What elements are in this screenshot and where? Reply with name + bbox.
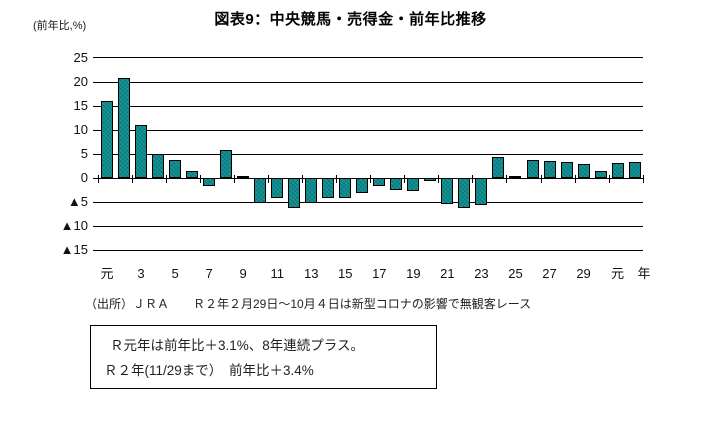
x-axis-label: 元 <box>100 266 114 281</box>
source-note: （出所）ＪＲＡ Ｒ２年２月29日～10月４日は新型コロナの影響で無観客レース <box>85 297 532 311</box>
x-axis-label: 17 <box>372 266 387 281</box>
x-axis-tick <box>132 174 134 183</box>
chart-bar-H29 <box>577 164 590 179</box>
x-axis-label: 13 <box>304 266 319 281</box>
chart-bar-H22 <box>458 178 471 208</box>
x-axis-label: 27 <box>542 266 557 281</box>
x-axis-tick <box>166 174 168 183</box>
x-axis-tick <box>404 174 406 183</box>
gridline-15 <box>93 105 643 107</box>
chart-bar-H27 <box>543 160 556 179</box>
chart-bar-H7 <box>203 178 216 187</box>
chart-bar-H6 <box>186 170 199 179</box>
chart-bar-H9 <box>237 176 250 179</box>
x-axis-label: 25 <box>508 266 523 281</box>
gridline-25 <box>93 57 643 59</box>
chart-bar-H28 <box>560 161 573 179</box>
x-axis-label: 11 <box>270 266 284 281</box>
annotation-box: Ｒ元年は前年比＋3.1%、8年連続プラス。 Ｒ２年(11/29まで） 前年比＋3… <box>90 325 437 389</box>
x-axis-tick <box>302 174 304 183</box>
y-axis-label: 10 <box>73 122 88 138</box>
gridline-5 <box>93 153 643 155</box>
chart-bar-H24 <box>492 156 505 179</box>
chart-bar-H3 <box>135 125 148 179</box>
x-axis-label: 21 <box>440 266 455 281</box>
x-axis-tick <box>608 174 610 183</box>
chart-title: 図表9：中央競馬・売得金・前年比推移 <box>214 11 487 28</box>
chart-bar-H11 <box>271 178 284 198</box>
x-axis-label: 19 <box>406 266 421 281</box>
chart-bar-H23 <box>475 178 488 205</box>
gridline-▲5 <box>93 201 643 203</box>
chart-bar-H30 <box>594 170 607 179</box>
x-axis-label: 3 <box>137 266 145 281</box>
annotation-line-2: Ｒ２年(11/29まで） 前年比＋3.4% <box>104 363 314 378</box>
x-axis-label: 15 <box>338 266 353 281</box>
y-axis-unit-label: (前年比,%) <box>33 20 87 32</box>
chart-bar-H13 <box>305 178 318 204</box>
chart-bar-H12 <box>288 178 301 209</box>
x-axis-tick <box>506 174 508 183</box>
y-axis-label: 5 <box>80 146 88 162</box>
y-axis-label: 20 <box>73 74 88 90</box>
annotation-line-1: Ｒ元年は前年比＋3.1%、8年連続プラス。 <box>110 338 365 353</box>
chart-bar-H15 <box>339 178 352 198</box>
chart-bar-H14 <box>322 178 335 198</box>
x-axis-label: 7 <box>205 266 213 281</box>
x-axis-label: 23 <box>474 266 489 281</box>
chart-bar-H17 <box>373 178 386 186</box>
y-axis-label: ▲5 <box>67 194 88 210</box>
chart-bar-H20 <box>424 178 437 182</box>
chart-bar-H8 <box>220 149 233 179</box>
gridline-20 <box>93 81 643 83</box>
chart-bar-R2 <box>628 161 641 179</box>
x-axis-tick <box>472 174 474 183</box>
x-axis-label: 29 <box>576 266 591 281</box>
chart-bar-H元 <box>101 101 113 179</box>
x-axis-suffix-label: 年 <box>637 266 651 281</box>
x-axis-tick <box>574 174 576 183</box>
chart-bar-H18 <box>390 178 403 190</box>
chart-bar-H26 <box>526 160 539 179</box>
x-axis-tick <box>234 174 236 183</box>
x-axis-tick <box>336 174 338 183</box>
chart-bar-H16 <box>356 178 369 193</box>
y-axis-label: ▲10 <box>60 218 88 234</box>
x-axis-tick <box>200 174 202 183</box>
chart-bar-H4 <box>152 154 165 179</box>
chart-bar-H5 <box>169 159 182 179</box>
x-axis-tick <box>438 174 440 183</box>
x-axis-tick <box>540 174 542 183</box>
x-axis-label: 5 <box>171 266 179 281</box>
chart-bar-H10 <box>254 178 267 203</box>
gridline-▲15 <box>93 249 643 251</box>
chart-bar-H21 <box>441 178 454 205</box>
chart-bar-R元 <box>611 163 624 179</box>
y-axis-label: 25 <box>73 49 88 65</box>
x-axis-label: 元 <box>611 266 625 281</box>
gridline-▲10 <box>93 225 643 227</box>
chart-bar-H19 <box>407 178 420 192</box>
x-axis-tick <box>268 174 270 183</box>
x-axis-tick <box>98 174 99 183</box>
x-axis-tick <box>642 174 644 183</box>
y-axis-label: 15 <box>73 98 88 114</box>
x-axis-tick <box>370 174 372 183</box>
gridline-10 <box>93 129 643 131</box>
y-axis-label: 0 <box>80 170 88 186</box>
x-axis-label: 9 <box>239 266 247 281</box>
chart-bar-H25 <box>509 176 522 179</box>
chart-bar-H2 <box>118 78 131 179</box>
y-axis-label: ▲15 <box>60 242 88 258</box>
